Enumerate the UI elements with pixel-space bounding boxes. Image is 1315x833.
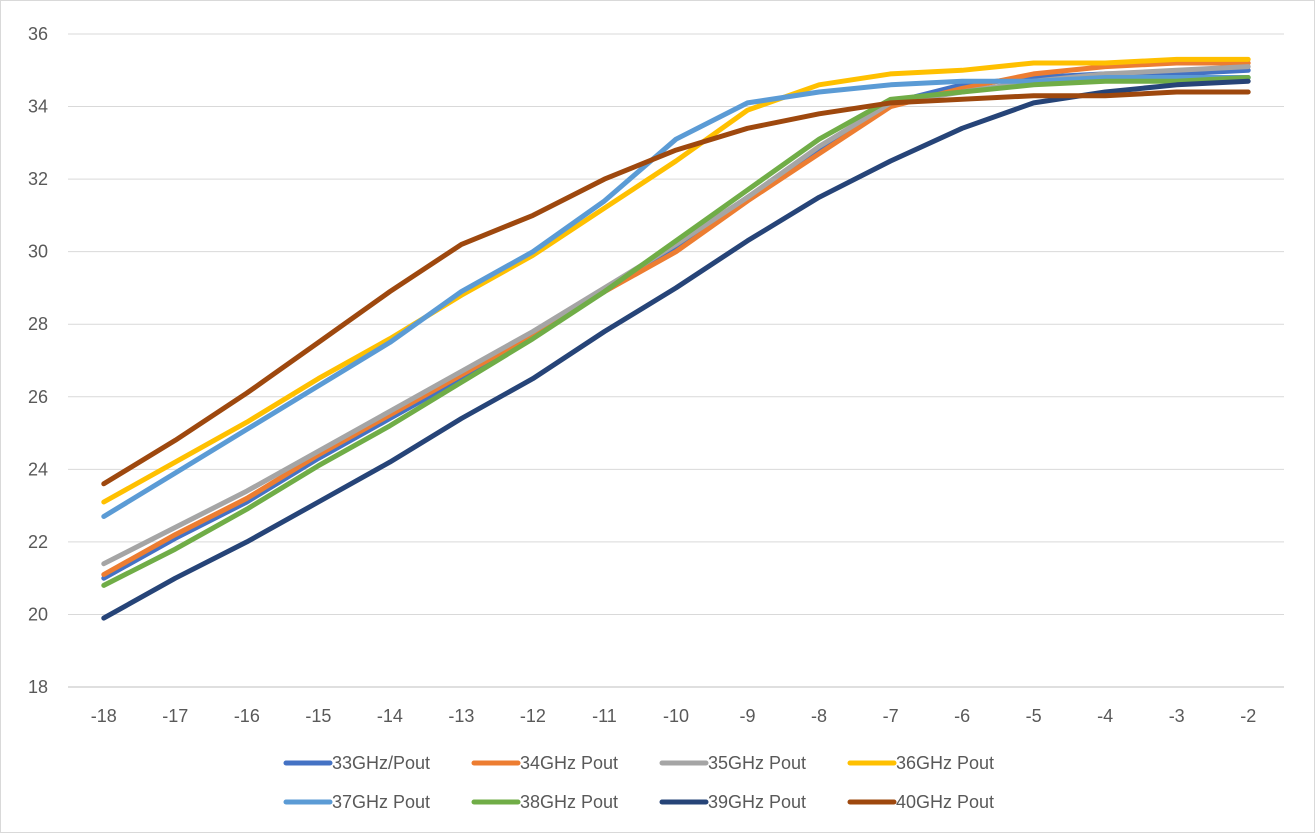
legend-label: 36GHz Pout bbox=[896, 753, 994, 773]
legend-label: 33GHz/Pout bbox=[332, 753, 430, 773]
x-tick-label: -7 bbox=[883, 706, 899, 726]
x-tick-label: -14 bbox=[377, 706, 403, 726]
x-axis: -18 -17 -16 -15 -14 -13 -12 -11 -10 -9 -8 -7 -6 -5 -4 -… bbox=[91, 706, 1256, 726]
y-tick-label: 20 bbox=[28, 604, 48, 624]
x-tick-label: -10 bbox=[663, 706, 689, 726]
y-tick-label: 26 bbox=[28, 387, 48, 407]
series-line bbox=[101, 60, 1251, 577]
legend-label: 37GHz Pout bbox=[332, 792, 430, 812]
legend-label: 35GHz Pout bbox=[708, 753, 806, 773]
x-tick-label: -9 bbox=[740, 706, 756, 726]
y-axis: 18 20 22 24 26 28 30 32 34 36 bbox=[28, 24, 48, 697]
legend-label: 39GHz Pout bbox=[708, 792, 806, 812]
series-line bbox=[101, 75, 1251, 588]
legend-label: 38GHz Pout bbox=[520, 792, 618, 812]
y-tick-label: 36 bbox=[28, 24, 48, 44]
series-line bbox=[101, 56, 1251, 505]
legend-label: 40GHz Pout bbox=[896, 792, 994, 812]
legend-label: 34GHz Pout bbox=[520, 753, 618, 773]
legend: 33GHz/Pout 34GHz Pout 35GHz Pout 36GHz Pout… bbox=[283, 753, 994, 812]
y-tick-label: 18 bbox=[28, 677, 48, 697]
x-tick-label: -12 bbox=[520, 706, 546, 726]
x-tick-label: -15 bbox=[305, 706, 331, 726]
x-tick-label: -17 bbox=[162, 706, 188, 726]
x-tick-label: -4 bbox=[1097, 706, 1113, 726]
series-line bbox=[101, 75, 1251, 519]
x-tick-label: -8 bbox=[811, 706, 827, 726]
y-tick-label: 24 bbox=[28, 459, 48, 479]
y-tick-label: 22 bbox=[28, 532, 48, 552]
x-tick-label: -5 bbox=[1026, 706, 1042, 726]
series-line bbox=[101, 78, 1251, 621]
series-line bbox=[101, 89, 1251, 487]
y-tick-label: 32 bbox=[28, 169, 48, 189]
y-tick-label: 34 bbox=[28, 97, 48, 117]
x-tick-label: -6 bbox=[954, 706, 970, 726]
y-tick-label: 30 bbox=[28, 242, 48, 262]
x-tick-label: -11 bbox=[592, 706, 617, 726]
x-tick-label: -13 bbox=[448, 706, 474, 726]
x-tick-label: -2 bbox=[1240, 706, 1256, 726]
y-tick-label: 28 bbox=[28, 314, 48, 334]
x-tick-label: -16 bbox=[234, 706, 260, 726]
gridlines bbox=[68, 33, 1284, 688]
x-tick-label: -3 bbox=[1169, 706, 1185, 726]
x-tick-label: -18 bbox=[91, 706, 117, 726]
series-lines bbox=[101, 56, 1251, 621]
